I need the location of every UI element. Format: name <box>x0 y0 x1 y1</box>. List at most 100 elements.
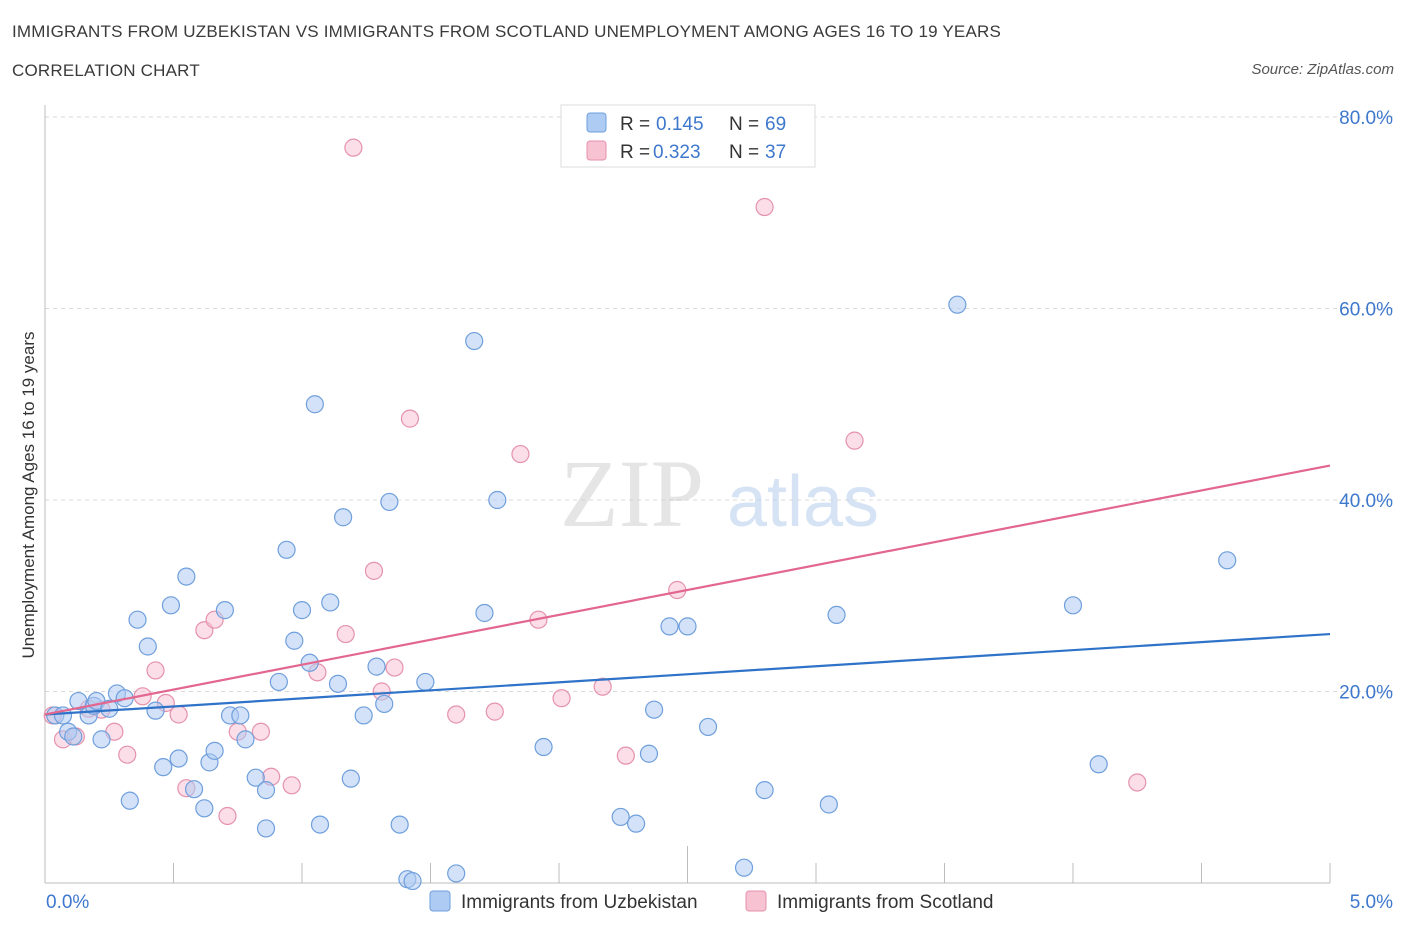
uzbekistan-point-19 <box>177 567 196 586</box>
series-uzbekistan-points <box>46 295 1237 891</box>
legend-swatch-pink <box>586 140 607 161</box>
scotland-point-27 <box>485 702 504 721</box>
legend-r-value-1: 0.145 <box>656 114 704 135</box>
uzbekistan-point-48 <box>403 871 422 891</box>
scotland-point-25 <box>400 409 420 428</box>
scotland-point-8 <box>146 661 165 680</box>
scotland-point-36 <box>1128 773 1147 792</box>
uzbekistan-point-15 <box>146 701 165 720</box>
scotland-point-14 <box>218 806 237 826</box>
uzbekistan-point-30 <box>256 819 276 838</box>
y-axis-label: Unemployment Among Ages 16 to 19 years <box>19 332 38 659</box>
uzbekistan-point-42 <box>354 706 373 725</box>
uzbekistan-point-29 <box>256 781 276 800</box>
uzbekistan-point-68 <box>1089 755 1108 774</box>
uzbekistan-point-17 <box>161 596 181 615</box>
uzbekistan-point-36 <box>305 395 324 414</box>
scotland-point-18 <box>282 776 301 795</box>
uzbekistan-point-38 <box>321 593 340 612</box>
uzbekistan-trend-line <box>44 632 1331 716</box>
uzbekistan-point-14 <box>138 637 157 656</box>
x-tick-label-min: 0.0% <box>46 892 89 913</box>
uzbekistan-point-52 <box>475 603 494 623</box>
trend-lines <box>44 464 1331 716</box>
uzbekistan-point-49 <box>416 672 435 692</box>
y-tick-label: 60.0% <box>1339 300 1393 321</box>
uzbekistan-point-44 <box>375 694 394 714</box>
watermark-atlas: atlas <box>727 462 879 542</box>
uzbekistan-point-57 <box>639 744 659 763</box>
uzbekistan-point-16 <box>154 758 173 777</box>
stats-legend: R = 0.145 N = 69 R = 0.323 N = 37 <box>560 104 816 168</box>
uzbekistan-point-50 <box>447 864 466 883</box>
uzbekistan-point-26 <box>231 706 250 725</box>
scotland-point-28 <box>511 444 530 464</box>
uzbekistan-point-55 <box>611 807 630 827</box>
scotland-point-21 <box>344 138 363 157</box>
scotland-point-26 <box>447 705 466 724</box>
chart-title: IMMIGRANTS FROM UZBEKISTAN VS IMMIGRANTS… <box>12 22 1002 41</box>
uzbekistan-point-12 <box>120 791 139 810</box>
uzbekistan-point-9 <box>100 699 119 718</box>
uzbekistan-point-54 <box>534 737 553 757</box>
uzbekistan-point-13 <box>128 610 147 629</box>
axes <box>44 105 1331 884</box>
y-tick-label: 40.0% <box>1339 491 1393 512</box>
uzbekistan-point-60 <box>678 617 697 636</box>
uzbekistan-point-20 <box>184 780 204 799</box>
scotland-point-30 <box>552 689 571 708</box>
scotland-point-34 <box>755 197 774 217</box>
uzbekistan-point-66 <box>948 295 967 314</box>
uzbekistan-point-28 <box>246 768 265 787</box>
uzbekistan-point-37 <box>310 815 330 834</box>
uzbekistan-point-8 <box>92 730 111 749</box>
legend-n-value-2: 37 <box>765 142 786 163</box>
scotland-point-10 <box>169 705 188 724</box>
legend-n-value-1: 69 <box>765 114 786 135</box>
legend-n-label-2: N = <box>729 142 759 163</box>
grid-lines <box>45 116 1396 692</box>
uzbekistan-point-39 <box>328 674 348 693</box>
series-legend: Immigrants from Uzbekistan Immigrants fr… <box>429 890 993 913</box>
scotland-point-6 <box>118 745 137 764</box>
uzbekistan-point-62 <box>734 858 754 877</box>
legend-r-value-2: 0.323 <box>653 142 701 163</box>
scotland-point-32 <box>616 746 635 765</box>
chart-subtitle: CORRELATION CHART <box>12 61 200 80</box>
uzbekistan-point-53 <box>488 490 507 510</box>
uzbekistan-point-41 <box>341 769 360 788</box>
bottom-legend-swatch-blue <box>429 890 451 912</box>
legend-n-label-1: N = <box>729 114 759 135</box>
uzbekistan-point-59 <box>660 617 679 636</box>
uzbekistan-point-27 <box>236 730 255 749</box>
bottom-legend-label-blue: Immigrants from Uzbekistan <box>461 892 698 913</box>
uzbekistan-point-32 <box>277 540 296 559</box>
tick-labels: 20.0% 40.0% 60.0% 80.0% 0.0% 5.0% <box>46 108 1393 913</box>
watermark-zip: ZIP <box>560 440 704 547</box>
scotland-point-16 <box>251 722 270 741</box>
y-tick-label: 20.0% <box>1339 683 1393 704</box>
uzbekistan-point-18 <box>169 749 188 768</box>
uzbekistan-point-64 <box>819 795 838 814</box>
uzbekistan-point-43 <box>367 657 386 676</box>
scotland-point-22 <box>364 561 384 580</box>
scotland-trend-line <box>44 464 1331 716</box>
uzbekistan-point-69 <box>1218 551 1237 570</box>
legend-swatch-blue <box>586 112 607 133</box>
uzbekistan-point-61 <box>698 717 718 737</box>
uzbekistan-point-31 <box>269 672 288 692</box>
bottom-legend-swatch-pink <box>745 890 767 912</box>
uzbekistan-point-40 <box>334 508 353 527</box>
legend-r-label-1: R = <box>620 114 650 135</box>
source-note: Source: ZipAtlas.com <box>1251 61 1394 78</box>
uzbekistan-point-24 <box>215 601 234 620</box>
uzbekistan-point-51 <box>465 331 484 351</box>
uzbekistan-point-67 <box>1063 596 1083 615</box>
uzbekistan-point-65 <box>827 605 846 625</box>
uzbekistan-point-58 <box>644 700 664 719</box>
uzbekistan-point-23 <box>205 741 224 760</box>
uzbekistan-point-63 <box>755 781 774 800</box>
uzbekistan-point-34 <box>292 601 312 620</box>
scotland-point-20 <box>336 624 355 644</box>
